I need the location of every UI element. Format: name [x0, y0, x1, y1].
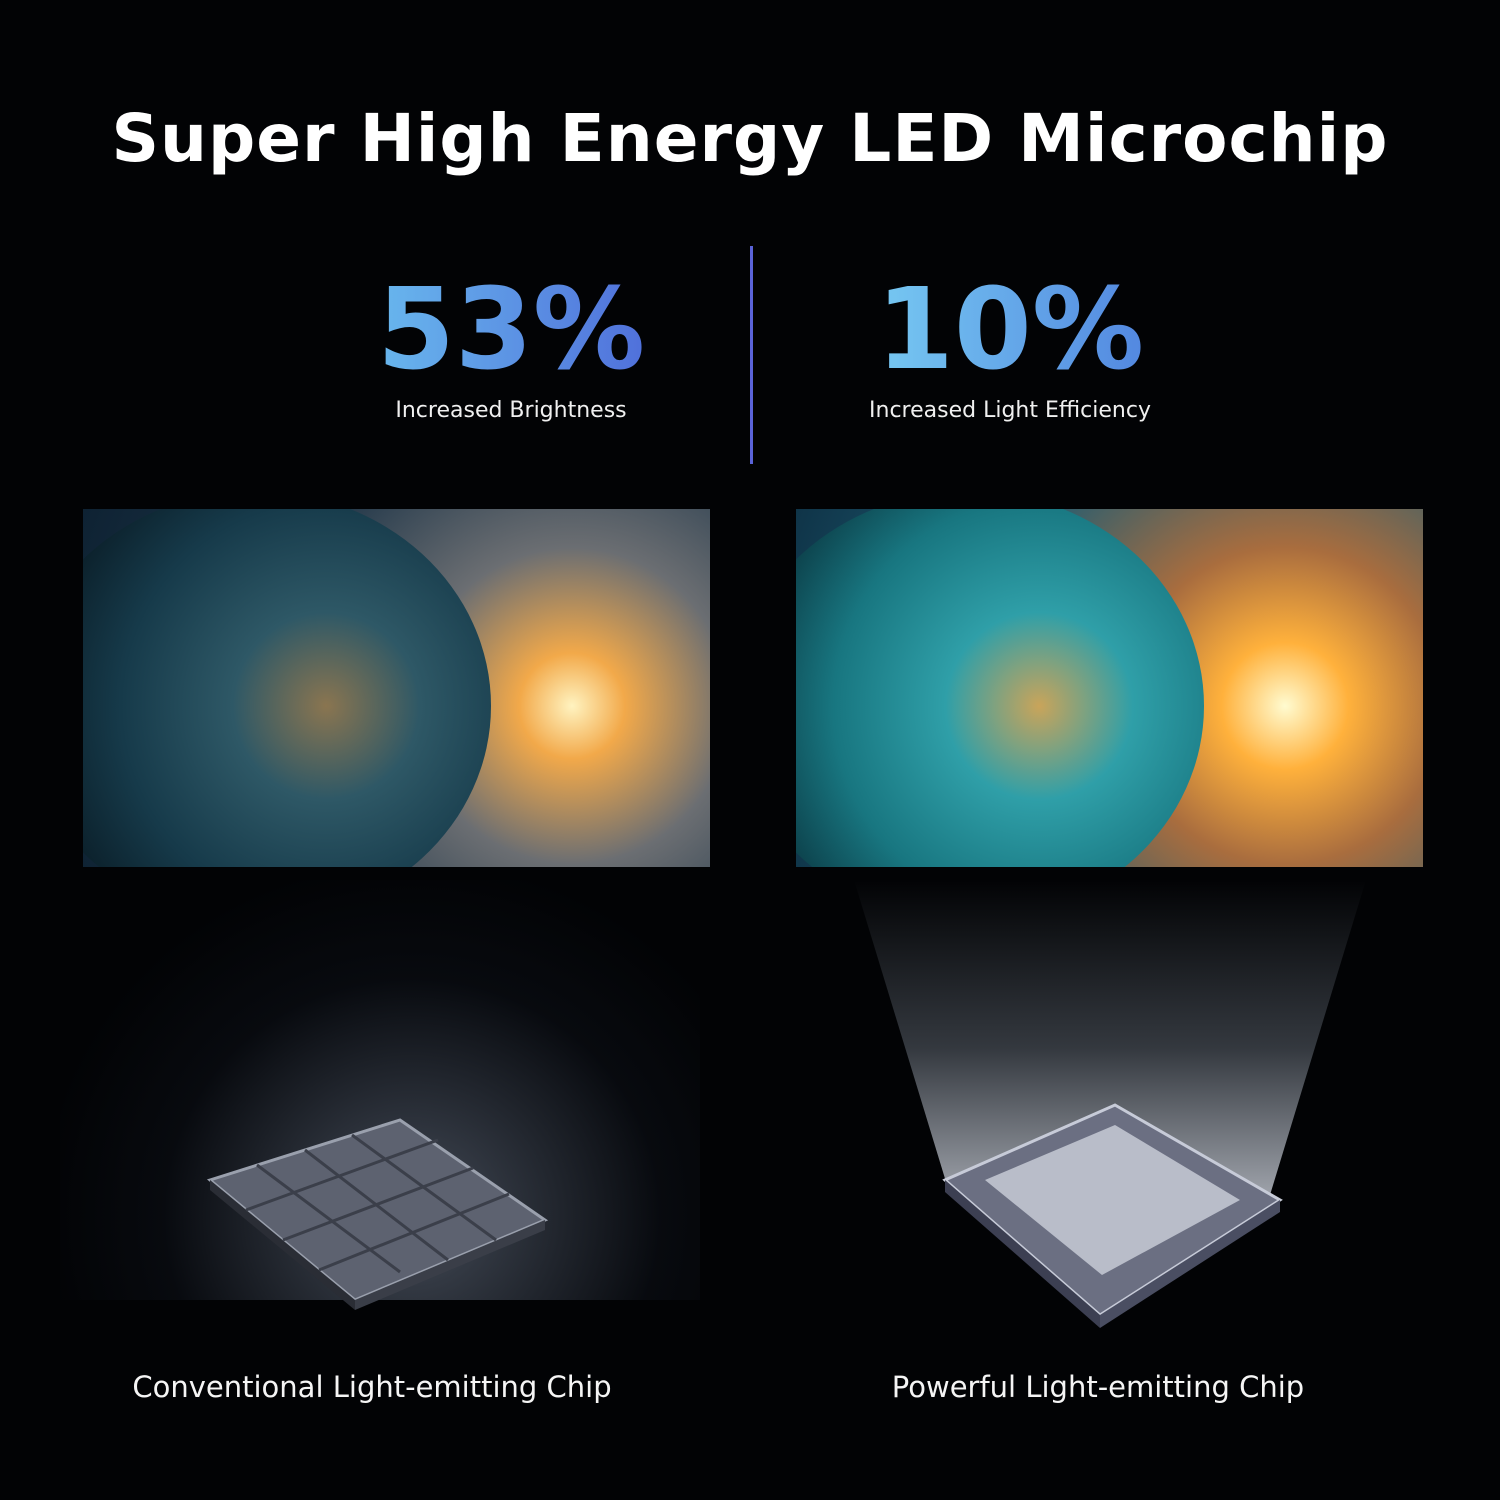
conventional-chip-icon [206, 1118, 549, 1310]
page-title: Super High Energy LED Microchip [111, 100, 1389, 177]
stat-label: Increased Brightness [395, 398, 627, 423]
caption-conventional-chip: Conventional Light-emitting Chip [132, 1370, 612, 1404]
stat-value: 10% [810, 270, 1210, 390]
stat-label: Increased Light Efficiency [869, 398, 1151, 423]
stat-value: 53% [311, 270, 711, 390]
caption-powerful-chip: Powerful Light-emitting Chip [891, 1370, 1305, 1404]
stat-brightness: 53% Increased Brightness [311, 270, 711, 423]
wave-image-conventional [83, 509, 710, 867]
stat-efficiency: 10% Increased Light Efficiency [810, 270, 1210, 423]
divider [750, 246, 753, 464]
wave-image-powerful [796, 509, 1423, 867]
powerful-chip-icon [942, 1103, 1283, 1328]
